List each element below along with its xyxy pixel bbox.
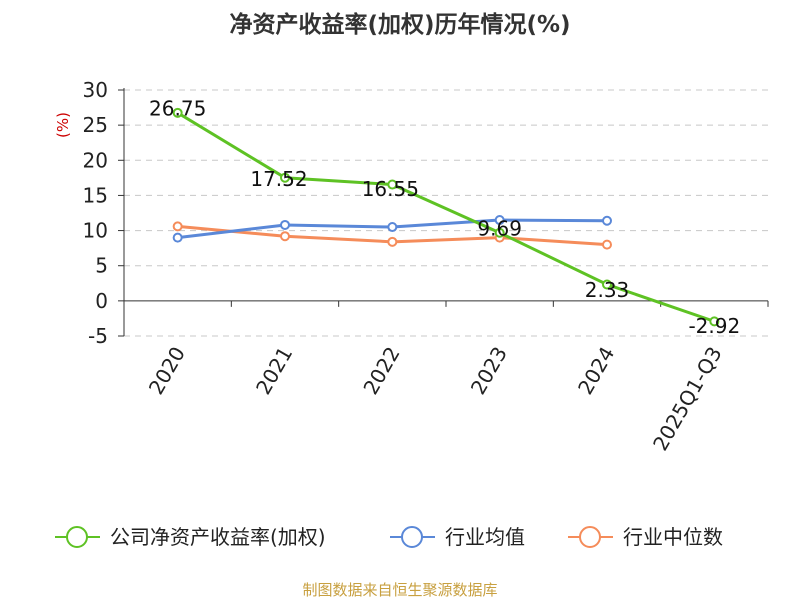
data-point	[280, 231, 290, 242]
chart-title: 净资产收益率(加权)历年情况(%)	[229, 11, 570, 38]
series-line	[176, 111, 715, 323]
series-group	[172, 107, 720, 327]
y-axis-label: (%)	[54, 112, 72, 138]
data-point	[387, 179, 398, 190]
y-axis-ticks: -5 0 5 10 15 20 25 30	[83, 78, 124, 348]
data-point	[387, 236, 398, 247]
y-tick-label: 5	[95, 254, 108, 278]
data-label: 2.33	[585, 278, 630, 302]
data-point	[280, 219, 290, 230]
x-tick-label: 2025Q1-Q3	[648, 343, 727, 455]
source-note: 制图数据来自恒生聚源数据库	[302, 581, 497, 599]
data-label: 16.55	[362, 177, 419, 201]
y-tick-label: 20	[83, 148, 108, 172]
data-point	[602, 239, 612, 250]
data-point	[172, 232, 183, 243]
x-tick-label: 2020	[144, 343, 190, 399]
data-point	[172, 107, 183, 118]
x-tick-label: 2022	[358, 343, 404, 399]
y-tick-label: 25	[83, 113, 108, 137]
legend-marker	[66, 526, 88, 548]
x-tick-label: 2023	[466, 342, 512, 398]
x-tick-label: 2024	[573, 343, 619, 399]
data-point	[494, 215, 505, 226]
grid-lines	[124, 89, 768, 337]
data-label: -2.92	[688, 314, 740, 338]
data-point	[387, 222, 398, 233]
data-label: 17.52	[250, 167, 307, 191]
x-tick-label: 2021	[251, 343, 297, 399]
legend-label: 行业均值	[445, 525, 525, 549]
data-point	[709, 316, 720, 327]
legend-label: 行业中位数	[623, 525, 723, 549]
data-point	[602, 279, 612, 290]
data-point	[172, 221, 183, 232]
data-label: 9.69	[477, 216, 522, 240]
y-tick-label: 15	[83, 183, 108, 207]
data-label: 26.75	[149, 96, 206, 120]
legend: 公司净资产收益率(加权) 行业均值 行业中位数	[55, 525, 723, 549]
data-labels: 26.75 17.52 16.55 9.69 2.33 -2.92	[149, 96, 740, 338]
legend-label: 公司净资产收益率(加权)	[110, 525, 326, 549]
legend-marker	[401, 526, 423, 548]
legend-marker	[579, 526, 601, 548]
y-tick-label: 10	[83, 219, 108, 243]
x-axis-ticks: 2020 2021 2022 2023 2024 2025Q1-Q3	[123, 300, 769, 455]
data-point	[494, 227, 505, 238]
y-tick-label: 30	[83, 78, 108, 102]
y-tick-label: -5	[88, 324, 108, 348]
y-tick-label: 0	[95, 289, 108, 313]
data-point	[280, 172, 290, 183]
data-point	[602, 215, 612, 226]
